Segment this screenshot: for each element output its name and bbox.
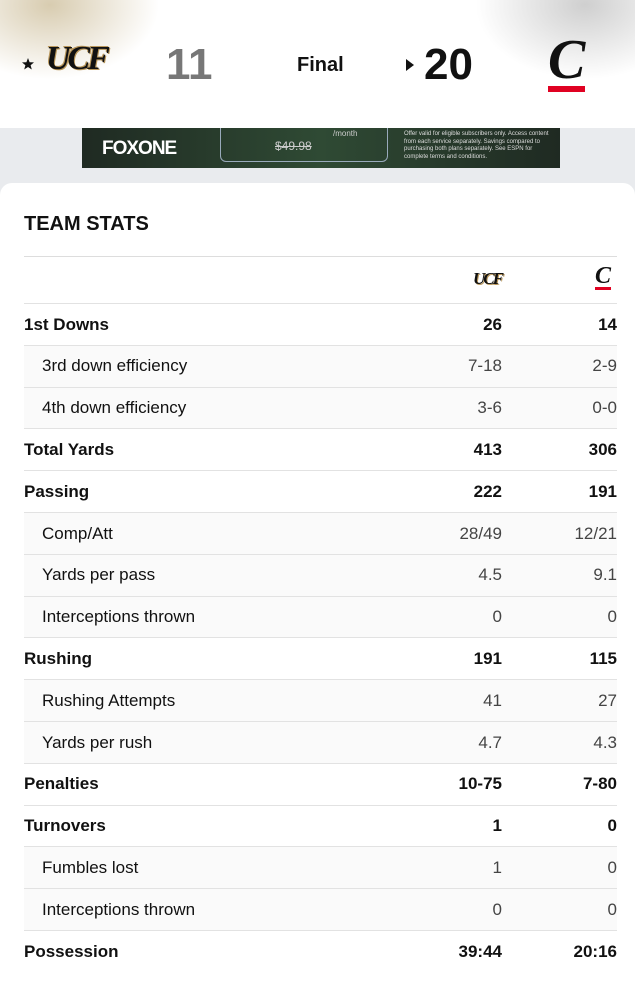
away-value: 413 xyxy=(473,439,502,459)
stat-row: Fumbles lost 1 0 xyxy=(24,846,617,889)
home-value: 0 xyxy=(607,816,617,836)
stat-label: Possession xyxy=(24,941,119,961)
away-value: 7-18 xyxy=(467,356,502,376)
stat-label: Yards per pass xyxy=(42,565,156,585)
home-logo: C xyxy=(548,29,586,92)
home-value: 0 xyxy=(607,857,617,877)
stat-label: Rushing Attempts xyxy=(42,690,176,710)
home-value: 0-0 xyxy=(592,398,617,418)
stat-label: Penalties xyxy=(24,774,99,794)
ad-price-box: $49.98 /month xyxy=(220,128,388,162)
stat-label: Interceptions thrown xyxy=(42,899,196,919)
scoreboard: UCF 11 Final 20 C xyxy=(0,0,635,128)
away-value: 191 xyxy=(473,648,502,668)
stat-row: 4th down efficiency 3-6 0-0 xyxy=(24,386,617,429)
away-value: 10-75 xyxy=(458,774,502,794)
home-value: 115 xyxy=(589,648,617,668)
stat-label: Interceptions thrown xyxy=(42,607,196,627)
home-value: 306 xyxy=(588,439,617,459)
home-value: 14 xyxy=(598,314,617,334)
home-value: 12/21 xyxy=(574,523,617,543)
stat-row: Total Yards 413 306 xyxy=(24,428,617,470)
home-value: 9.1 xyxy=(593,565,617,585)
stat-row: Yards per rush 4.7 4.3 xyxy=(24,721,617,763)
ad-fine-print: Offer valid for eligible subscribers onl… xyxy=(404,131,549,160)
away-logo-small: UCF xyxy=(473,269,504,288)
stat-label: Turnovers xyxy=(24,816,106,836)
stat-label: 1st Downs xyxy=(24,314,110,334)
stat-row: Penalties 10-75 7-80 xyxy=(24,762,617,805)
ad-brand: FOXONE xyxy=(102,138,177,159)
stat-row: Turnovers 1 0 xyxy=(24,804,617,847)
away-logo: UCF xyxy=(46,40,110,77)
away-value: 1 xyxy=(492,857,502,877)
away-value: 1 xyxy=(492,816,502,836)
stat-row: 1st Downs 26 14 xyxy=(24,303,617,345)
home-value: 191 xyxy=(588,481,617,501)
ad-banner: FOXONE $49.98 /month Offer valid for eli… xyxy=(82,128,560,168)
home-value: 27 xyxy=(598,690,617,710)
away-value: 41 xyxy=(483,690,502,710)
away-value: 3-6 xyxy=(477,398,502,418)
stat-label: Comp/Att xyxy=(42,523,113,543)
stat-label: Passing xyxy=(24,481,90,501)
away-value: 28/49 xyxy=(459,523,502,543)
away-value: 39:44 xyxy=(458,941,502,961)
stat-row: Rushing Attempts 41 27 xyxy=(24,679,617,722)
home-value: 7-80 xyxy=(582,774,617,794)
ad-per: /month xyxy=(333,129,358,138)
stat-label: Rushing xyxy=(24,648,92,668)
stat-row: Passing 222 191 xyxy=(24,470,617,512)
stat-row: Interceptions thrown 0 0 xyxy=(24,595,617,638)
away-score: 11 xyxy=(166,40,213,89)
stat-label: 4th down efficiency xyxy=(42,398,187,418)
home-score: 20 xyxy=(424,40,473,89)
stat-row: 3rd down efficiency 7-18 2-9 xyxy=(24,344,617,387)
away-value: 0 xyxy=(492,607,502,627)
away-value: 4.5 xyxy=(478,565,502,585)
rank-star xyxy=(22,58,34,70)
home-value: 20:16 xyxy=(573,941,617,961)
stat-label: Fumbles lost xyxy=(42,857,139,877)
logo-row: UCF C xyxy=(24,256,617,303)
team-stats-card: TEAM STATS UCF C 1st Downs 26 14 3rd down e… xyxy=(0,183,635,1000)
ad-old-price: $49.98 xyxy=(275,139,312,153)
winner-arrow xyxy=(406,59,414,71)
away-value: 4.7 xyxy=(478,732,502,752)
home-value: 0 xyxy=(607,899,617,919)
home-logo-small: C xyxy=(594,263,611,290)
stat-row: Rushing 191 115 xyxy=(24,637,617,679)
stat-row: Interceptions thrown 0 0 xyxy=(24,888,617,931)
home-value: 0 xyxy=(607,607,617,627)
away-value: 222 xyxy=(473,481,502,501)
status: Final xyxy=(297,54,344,76)
home-value: 2-9 xyxy=(592,356,617,376)
stat-label: Total Yards xyxy=(24,439,115,459)
stat-label: Yards per rush xyxy=(42,732,153,752)
away-value: 0 xyxy=(492,899,502,919)
stat-row: Possession 39:44 20:16 xyxy=(24,930,617,972)
home-value: 4.3 xyxy=(593,732,617,752)
stat-label: 3rd down efficiency xyxy=(42,356,188,376)
glow xyxy=(475,0,635,80)
stat-row: Comp/Att 28/49 12/21 xyxy=(24,512,617,554)
away-value: 26 xyxy=(483,314,502,334)
section-title: TEAM STATS xyxy=(24,213,149,235)
stat-row: Yards per pass 4.5 9.1 xyxy=(24,553,617,596)
